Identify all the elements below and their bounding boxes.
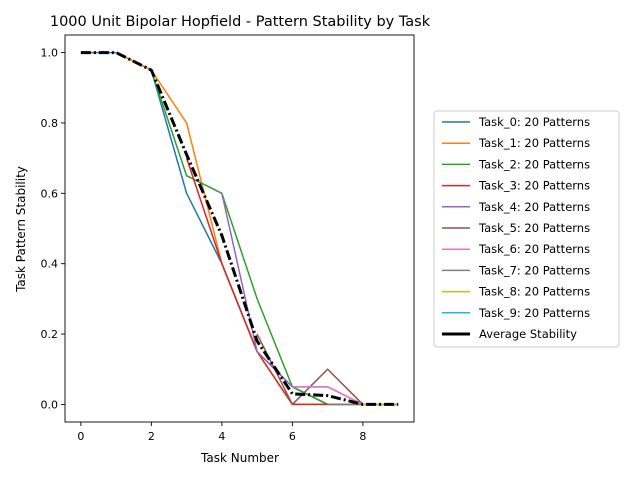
series-layer	[80, 51, 399, 406]
x-axis-label: Task Number	[200, 451, 279, 465]
plot-area: 0 2 4 6 8 0.0 0.2 0.4 0.6 0.8 1.0	[41, 34, 415, 443]
series-line-task-5	[256, 333, 399, 406]
series-line-task-0	[80, 51, 399, 406]
legend-label-task-3: Task_3: 20 Patterns	[478, 179, 590, 193]
x-axis-ticks: 0 2 4 6 8	[77, 422, 366, 443]
series-line-task-2	[150, 69, 399, 406]
x-tick-label: 6	[289, 430, 296, 443]
legend-label-average: Average Stability	[479, 327, 577, 341]
y-tick-label: 1.0	[41, 47, 59, 60]
legend-label-task-8: Task_8: 20 Patterns	[478, 285, 590, 299]
x-tick-label: 0	[77, 430, 84, 443]
y-tick-label: 0.0	[41, 398, 59, 411]
legend-label-task-9: Task_9: 20 Patterns	[478, 306, 590, 320]
y-tick-label: 0.6	[41, 187, 59, 200]
legend-items: Task_0: 20 Patterns Task_1: 20 Patterns Ta…	[442, 115, 590, 341]
chart-title: 1000 Unit Bipolar Hopfield - Pattern Sta…	[50, 14, 431, 30]
legend-label-task-6: Task_6: 20 Patterns	[478, 242, 590, 256]
legend-label-task-5: Task_5: 20 Patterns	[478, 221, 590, 235]
series-line-task-3	[185, 157, 399, 406]
legend-label-task-1: Task_1: 20 Patterns	[478, 136, 590, 150]
y-tick-label: 0.4	[41, 258, 59, 271]
legend-label-task-4: Task_4: 20 Patterns	[478, 200, 590, 214]
x-tick-label: 8	[359, 430, 366, 443]
x-tick-label: 4	[218, 430, 225, 443]
x-tick-label: 2	[148, 430, 155, 443]
y-tick-label: 0.2	[41, 328, 59, 341]
axes-frame	[64, 34, 415, 423]
legend-label-task-0: Task_0: 20 Patterns	[478, 115, 590, 129]
y-tick-label: 0.8	[41, 117, 59, 130]
series-line-task-4	[221, 193, 399, 406]
y-axis-label: Task Pattern Stability	[14, 166, 28, 293]
average-stability-line	[80, 51, 399, 406]
legend-frame	[433, 110, 620, 348]
legend-label-task-2: Task_2: 20 Patterns	[478, 157, 590, 171]
legend: Task_0: 20 Patterns Task_1: 20 Patterns Ta…	[433, 110, 620, 348]
y-axis-ticks: 0.0 0.2 0.4 0.6 0.8 1.0	[41, 47, 65, 411]
legend-label-task-7: Task_7: 20 Patterns	[478, 263, 590, 277]
